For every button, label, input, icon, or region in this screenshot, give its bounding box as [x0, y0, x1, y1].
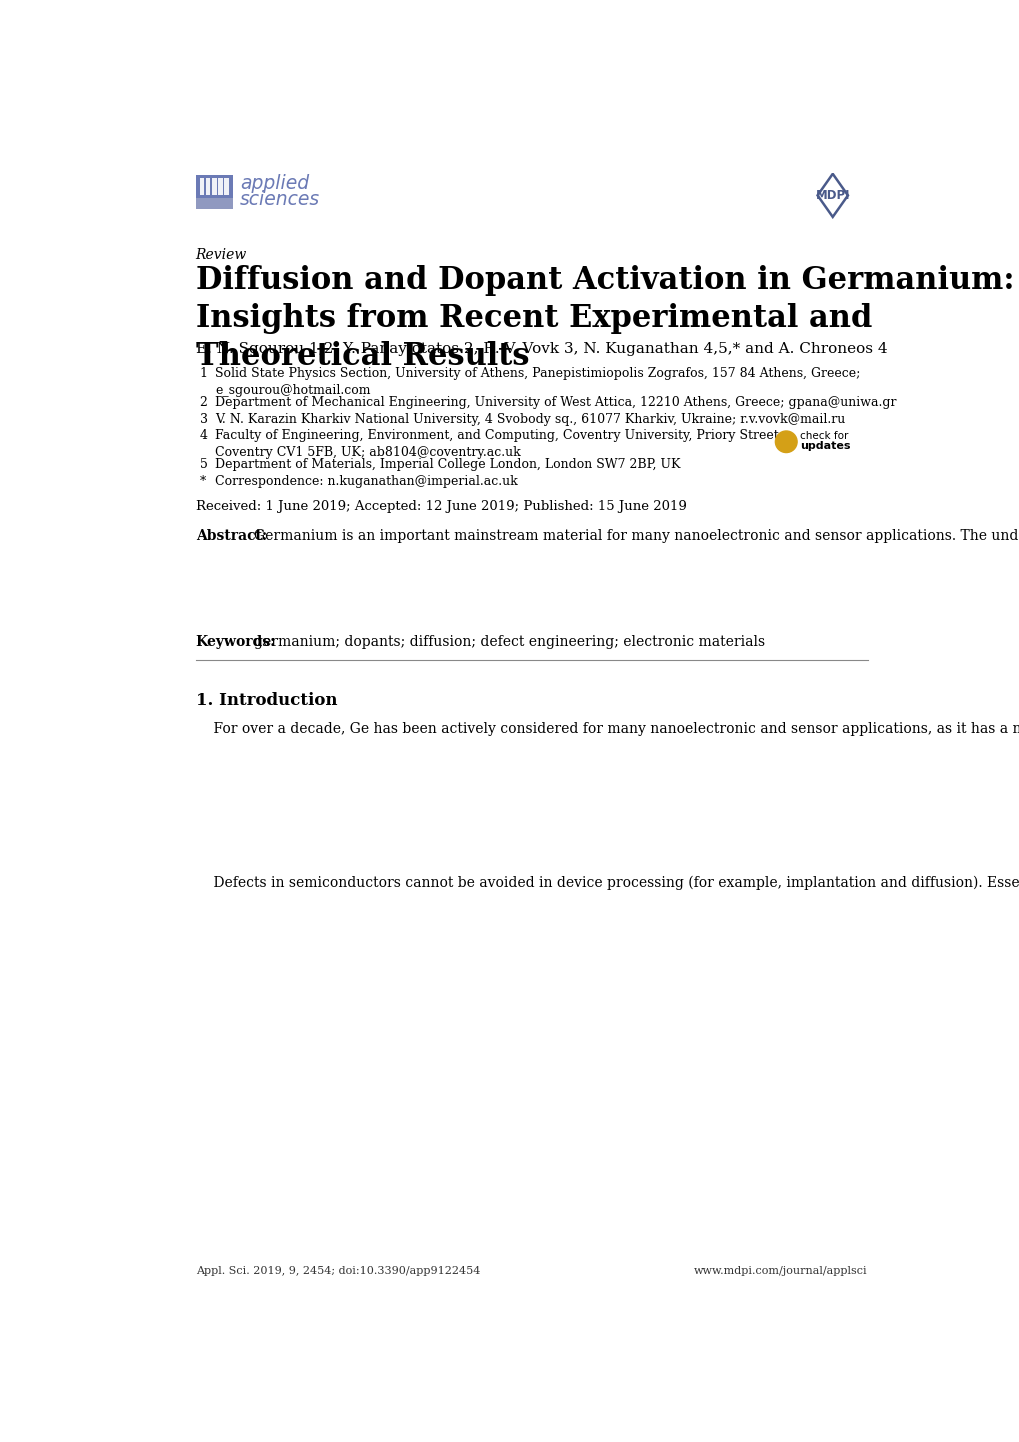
Text: E. N. Sgourou 1,2, Y. Panayiotatos 2, R. V. Vovk 3, N. Kuganathan 4,5,* and A. C: E. N. Sgourou 1,2, Y. Panayiotatos 2, R.…: [196, 342, 887, 356]
Text: 5: 5: [200, 459, 207, 472]
Text: updates: updates: [800, 441, 850, 451]
FancyBboxPatch shape: [196, 199, 232, 209]
FancyBboxPatch shape: [212, 179, 216, 195]
Text: 2: 2: [200, 395, 207, 408]
Text: Defects in semiconductors cannot be avoided in device processing (for example, i: Defects in semiconductors cannot be avoi…: [196, 875, 1019, 890]
Text: Correspondence: n.kuganathan@imperial.ac.uk: Correspondence: n.kuganathan@imperial.ac…: [215, 474, 518, 487]
Text: MDPI: MDPI: [815, 189, 849, 202]
Text: 3: 3: [200, 412, 208, 425]
Text: Germanium is an important mainstream material for many nanoelectronic and sensor: Germanium is an important mainstream mat…: [254, 529, 1019, 542]
FancyBboxPatch shape: [206, 179, 210, 195]
Text: Diffusion and Dopant Activation in Germanium:
Insights from Recent Experimental : Diffusion and Dopant Activation in Germa…: [196, 265, 1013, 372]
Text: Review: Review: [196, 248, 247, 262]
Text: germanium; dopants; diffusion; defect engineering; electronic materials: germanium; dopants; diffusion; defect en…: [254, 634, 764, 649]
Text: Received: 1 June 2019; Accepted: 12 June 2019; Published: 15 June 2019: Received: 1 June 2019; Accepted: 12 June…: [196, 499, 686, 512]
Text: Faculty of Engineering, Environment, and Computing, Coventry University, Priory : Faculty of Engineering, Environment, and…: [215, 430, 782, 460]
Text: Appl. Sci. 2019, 9, 2454; doi:10.3390/app9122454: Appl. Sci. 2019, 9, 2454; doi:10.3390/ap…: [196, 1266, 480, 1276]
Text: 1: 1: [200, 368, 208, 381]
FancyBboxPatch shape: [218, 179, 222, 195]
Text: www.mdpi.com/journal/applsci: www.mdpi.com/journal/applsci: [693, 1266, 867, 1276]
FancyBboxPatch shape: [200, 179, 204, 195]
Text: For over a decade, Ge has been actively considered for many nanoelectronic and s: For over a decade, Ge has been actively …: [196, 721, 1019, 735]
Text: *: *: [200, 474, 206, 487]
Text: Solid State Physics Section, University of Athens, Panepistimiopolis Zografos, 1: Solid State Physics Section, University …: [215, 368, 860, 397]
Text: check for: check for: [800, 431, 848, 441]
Text: Department of Materials, Imperial College London, London SW7 2BP, UK: Department of Materials, Imperial Colleg…: [215, 459, 680, 472]
Text: applied: applied: [239, 173, 309, 193]
Text: sciences: sciences: [239, 190, 320, 209]
FancyBboxPatch shape: [224, 179, 229, 195]
Text: 4: 4: [200, 430, 208, 443]
Text: ✓: ✓: [781, 435, 791, 448]
Text: V. N. Karazin Kharkiv National University, 4 Svobody sq., 61077 Kharkiv, Ukraine: V. N. Karazin Kharkiv National Universit…: [215, 412, 845, 425]
Text: Department of Mechanical Engineering, University of West Attica, 12210 Athens, G: Department of Mechanical Engineering, Un…: [215, 395, 896, 408]
Text: Keywords:: Keywords:: [196, 634, 276, 649]
FancyBboxPatch shape: [196, 174, 232, 209]
Circle shape: [774, 431, 796, 453]
Text: 1. Introduction: 1. Introduction: [196, 692, 337, 709]
Text: Abstract:: Abstract:: [196, 529, 267, 542]
